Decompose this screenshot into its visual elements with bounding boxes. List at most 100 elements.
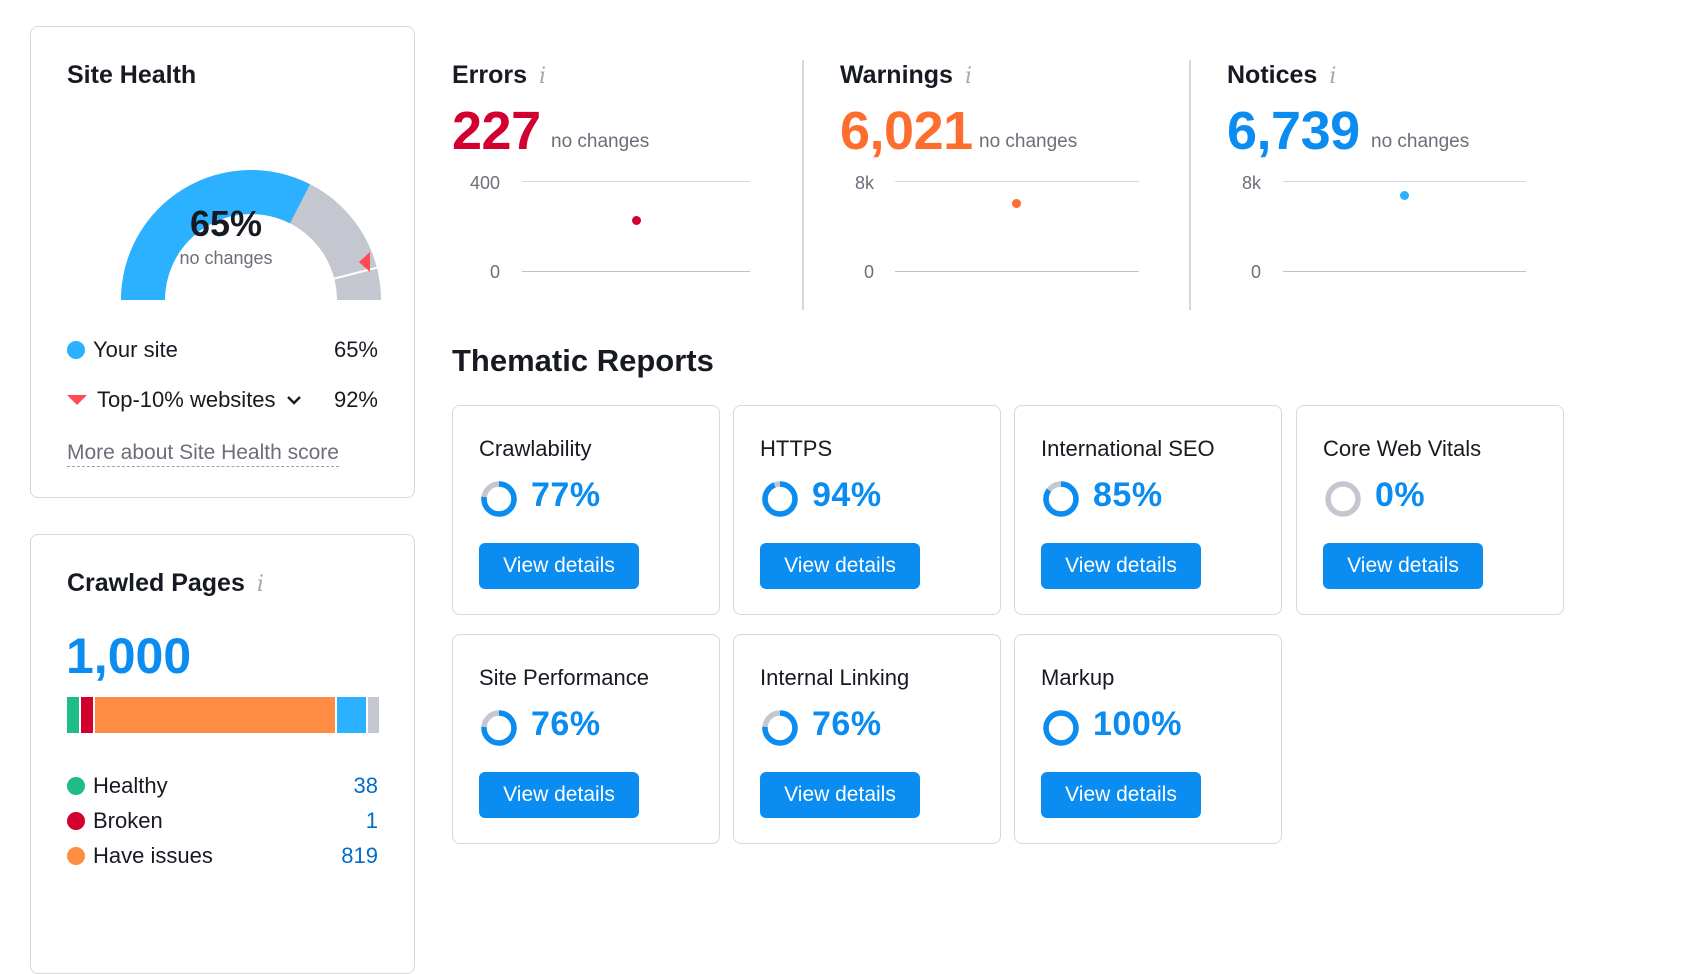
warnings-title-row: Warnings i bbox=[840, 61, 972, 90]
site-health-card: Site Health 65% no changes Your site 65%… bbox=[30, 26, 415, 498]
legend-healthy[interactable]: Healthy 38 bbox=[67, 773, 378, 799]
report-percent[interactable]: 76% bbox=[812, 705, 882, 743]
metric-divider bbox=[1189, 60, 1191, 310]
legend-top10[interactable]: Top-10% websites 92% bbox=[67, 387, 378, 413]
report-card-site-performance[interactable]: Site Performance 76% View details bbox=[452, 634, 720, 844]
view-details-button[interactable]: View details bbox=[479, 772, 639, 818]
view-details-button[interactable]: View details bbox=[1323, 543, 1483, 589]
warnings-trend-point[interactable] bbox=[1012, 199, 1021, 208]
report-card-https[interactable]: HTTPS 94% View details bbox=[733, 405, 1001, 615]
legend-have-issues[interactable]: Have issues 819 bbox=[67, 843, 378, 869]
ring-track bbox=[1325, 481, 1361, 517]
issues-label: Have issues bbox=[93, 843, 213, 868]
info-icon[interactable]: i bbox=[539, 64, 547, 89]
view-details-button[interactable]: View details bbox=[479, 543, 639, 589]
view-details-button[interactable]: View details bbox=[1041, 772, 1201, 818]
bar-segment-redirects[interactable] bbox=[336, 697, 367, 733]
healthy-label: Healthy bbox=[93, 773, 168, 798]
progress-ring-icon bbox=[1043, 481, 1079, 517]
report-card-markup[interactable]: Markup 100% View details bbox=[1014, 634, 1282, 844]
thematic-reports-title: Thematic Reports bbox=[452, 343, 714, 378]
errors-title: Errors bbox=[452, 61, 528, 89]
errors-value[interactable]: 227 bbox=[452, 101, 541, 161]
errors-tick-bottom: 0 bbox=[489, 262, 500, 282]
view-details-button[interactable]: View details bbox=[1041, 543, 1201, 589]
progress-ring-icon bbox=[481, 481, 517, 517]
errors-title-row: Errors i bbox=[452, 61, 546, 90]
info-icon[interactable]: i bbox=[964, 64, 973, 89]
info-icon[interactable]: i bbox=[1329, 64, 1337, 89]
report-percent[interactable]: 85% bbox=[1093, 476, 1163, 514]
crawled-pages-total[interactable]: 1,000 bbox=[66, 628, 192, 684]
warnings-gridline-top bbox=[895, 181, 1139, 182]
report-percent[interactable]: 100% bbox=[1093, 705, 1182, 743]
view-details-button[interactable]: View details bbox=[760, 543, 920, 589]
errors-tick-top: 400 bbox=[469, 173, 500, 193]
metric-divider bbox=[802, 60, 804, 310]
warnings-tick-top: 8k bbox=[854, 173, 874, 193]
report-percent[interactable]: 94% bbox=[812, 476, 882, 514]
report-card-core-web-vitals[interactable]: Core Web Vitals 0% View details bbox=[1296, 405, 1564, 615]
crawled-pages-title: Crawled Pages bbox=[67, 569, 245, 597]
healthy-dot bbox=[67, 777, 85, 795]
report-percent[interactable]: 77% bbox=[531, 476, 601, 514]
more-about-site-health-link[interactable]: More about Site Health score bbox=[67, 440, 339, 467]
progress-ring-icon bbox=[762, 710, 798, 746]
report-card-international-seo[interactable]: International SEO 85% View details bbox=[1014, 405, 1282, 615]
info-icon[interactable]: i bbox=[256, 572, 264, 597]
errors-gridline-bottom bbox=[522, 271, 750, 272]
metric-errors: Errors i 227 no changes 400 0 bbox=[452, 55, 792, 315]
notices-value[interactable]: 6,739 bbox=[1227, 101, 1360, 161]
ring-fill bbox=[481, 481, 517, 517]
errors-change: no changes bbox=[551, 131, 650, 152]
ring-fill bbox=[762, 481, 798, 517]
view-details-button[interactable]: View details bbox=[760, 772, 920, 818]
notices-tick-bottom: 0 bbox=[1250, 262, 1261, 282]
ring-fill bbox=[481, 710, 517, 746]
report-percent[interactable]: 0% bbox=[1375, 476, 1426, 514]
report-percent[interactable]: 76% bbox=[531, 705, 601, 743]
progress-ring-icon bbox=[762, 481, 798, 517]
broken-value[interactable]: 1 bbox=[365, 808, 378, 833]
report-card-crawlability[interactable]: Crawlability 77% View details bbox=[452, 405, 720, 615]
bar-segment-broken[interactable] bbox=[80, 697, 93, 733]
top10-triangle-icon bbox=[67, 395, 87, 405]
notices-title-row: Notices i bbox=[1227, 61, 1336, 90]
notices-trend-point[interactable] bbox=[1400, 191, 1409, 200]
your-site-value: 65% bbox=[333, 337, 378, 362]
warnings-value[interactable]: 6,021 bbox=[840, 101, 973, 161]
report-name: International SEO bbox=[1041, 436, 1215, 461]
report-name: Core Web Vitals bbox=[1323, 436, 1482, 461]
issues-dot bbox=[67, 847, 85, 865]
warnings-title: Warnings bbox=[840, 61, 953, 89]
healthy-value[interactable]: 38 bbox=[353, 773, 378, 798]
notices-title: Notices bbox=[1227, 61, 1318, 89]
report-card-internal-linking[interactable]: Internal Linking 76% View details bbox=[733, 634, 1001, 844]
issues-value[interactable]: 819 bbox=[341, 843, 378, 868]
bar-segment-healthy[interactable] bbox=[67, 697, 79, 733]
broken-dot bbox=[67, 812, 85, 830]
report-name: HTTPS bbox=[760, 436, 833, 461]
errors-trend-point[interactable] bbox=[632, 216, 641, 225]
top10-label: Top-10% websites bbox=[97, 387, 276, 412]
notices-gridline-top bbox=[1283, 181, 1526, 182]
metric-notices: Notices i 6,739 no changes 8k 0 bbox=[1227, 55, 1567, 315]
report-name: Markup bbox=[1041, 665, 1115, 690]
crawled-pages-title-row: Crawled Pages i bbox=[67, 569, 264, 598]
your-site-dot bbox=[67, 341, 85, 359]
bar-segment-issues[interactable] bbox=[94, 697, 335, 733]
errors-gridline-top bbox=[522, 181, 750, 182]
progress-ring-icon bbox=[1325, 481, 1361, 517]
notices-change: no changes bbox=[1371, 131, 1470, 152]
site-health-change: no changes bbox=[179, 248, 273, 268]
metric-warnings: Warnings i 6,021 no changes 8k 0 bbox=[840, 55, 1180, 315]
report-name: Crawlability bbox=[479, 436, 592, 461]
your-site-label: Your site bbox=[93, 337, 178, 362]
bar-segment-blocked[interactable] bbox=[368, 697, 379, 733]
legend-broken[interactable]: Broken 1 bbox=[67, 808, 378, 834]
top10-selector[interactable]: Top-10% websites bbox=[97, 387, 334, 413]
chevron-down-icon bbox=[286, 396, 301, 405]
crawled-pages-bar bbox=[67, 697, 379, 733]
warnings-tick-bottom: 0 bbox=[863, 262, 874, 282]
gauge-site-arc bbox=[121, 170, 310, 300]
